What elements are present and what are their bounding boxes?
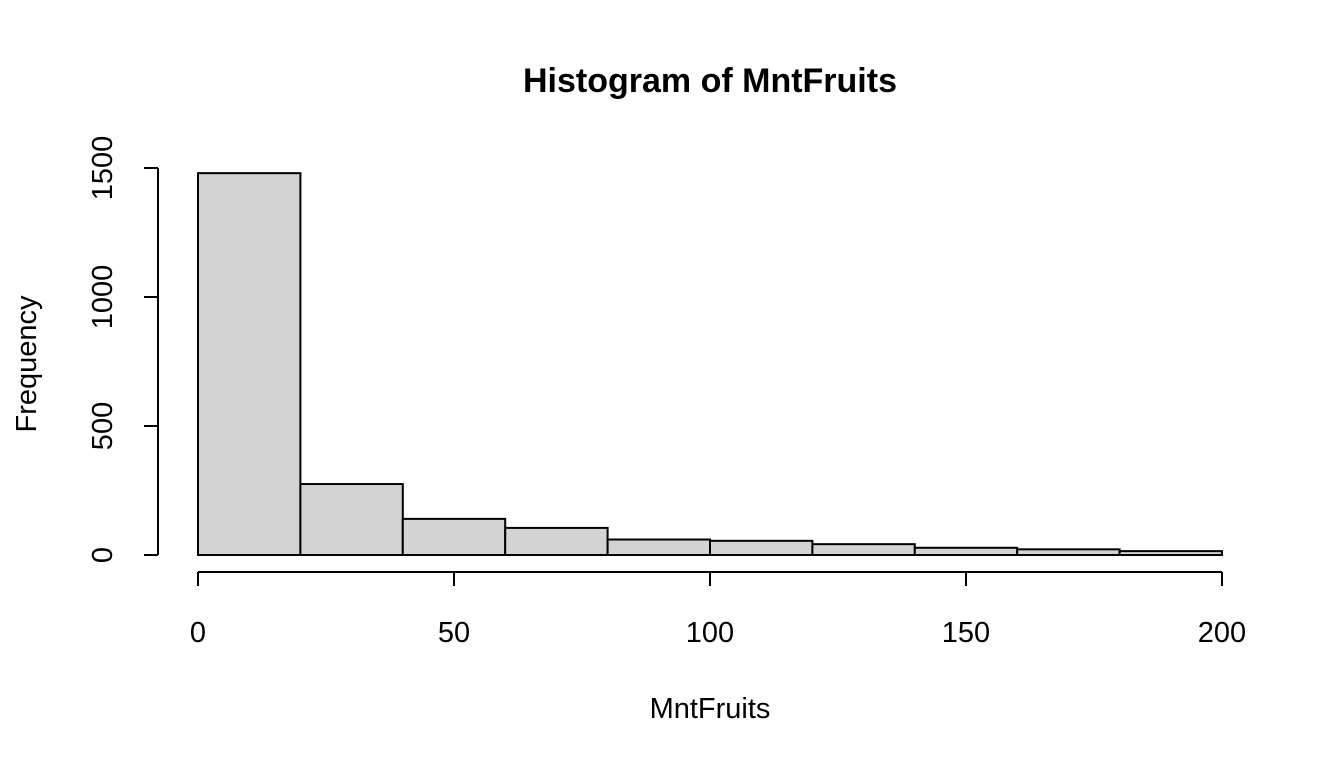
x-axis-label: MntFruits bbox=[650, 693, 771, 725]
y-axis-label: Frequency bbox=[11, 295, 43, 433]
x-tick-label-0: 0 bbox=[190, 617, 206, 649]
y-tick-label-0: 0 bbox=[87, 547, 119, 563]
histogram-bar-8 bbox=[1016, 548, 1121, 556]
y-tick-label-3: 1500 bbox=[87, 136, 119, 201]
histogram-bar-3 bbox=[504, 526, 609, 556]
histogram-bar-5 bbox=[709, 539, 814, 556]
histogram-bar-1 bbox=[299, 483, 404, 556]
x-tick-label-1: 50 bbox=[438, 617, 470, 649]
y-axis: 0 500 1000 1500 bbox=[87, 136, 159, 563]
y-tick-label-2: 1000 bbox=[87, 265, 119, 330]
histogram-bar-2 bbox=[401, 517, 507, 557]
x-tick-label-3: 150 bbox=[942, 617, 990, 649]
x-tick-label-2: 100 bbox=[686, 617, 734, 649]
y-tick-label-1: 500 bbox=[87, 402, 119, 450]
histogram-bar-9 bbox=[1118, 550, 1223, 557]
x-tick-label-4: 200 bbox=[1198, 617, 1246, 649]
histogram-bar-4 bbox=[606, 538, 711, 557]
bars-group bbox=[197, 172, 1223, 557]
x-axis: 0 50 100 150 200 bbox=[190, 571, 1246, 649]
histogram-bar-0 bbox=[197, 172, 302, 556]
chart-title: Histogram of MntFruits bbox=[523, 62, 897, 100]
histogram-bar-6 bbox=[811, 543, 916, 557]
histogram-bar-7 bbox=[913, 546, 1019, 557]
